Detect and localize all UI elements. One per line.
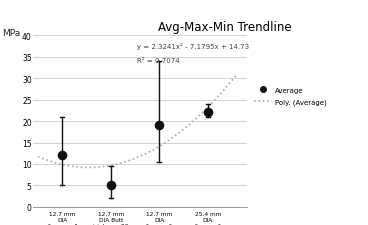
Legend: Average, Poly. (Average): Average, Poly. (Average): [254, 87, 327, 105]
Point: [108, 184, 114, 187]
Point: [59, 154, 65, 157]
Text: R² = 0.7074: R² = 0.7074: [137, 58, 180, 64]
Text: MPa: MPa: [2, 29, 20, 38]
Point: [205, 111, 211, 115]
Title: Avg-Max-Min Trendline: Avg-Max-Min Trendline: [158, 20, 292, 34]
Point: [156, 124, 162, 128]
Text: y = 2.3241x² - 7.1795x + 14.73: y = 2.3241x² - 7.1795x + 14.73: [137, 42, 250, 49]
